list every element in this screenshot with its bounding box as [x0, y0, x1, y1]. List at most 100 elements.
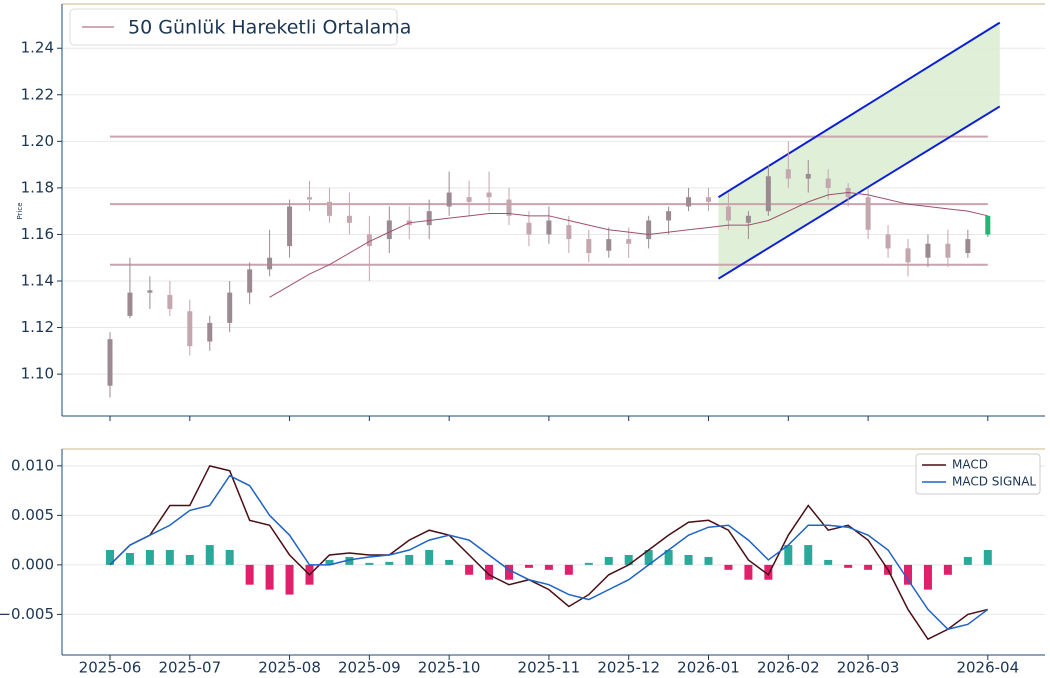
histogram-bar [923, 564, 932, 590]
legend-box [915, 453, 1041, 495]
histogram-bar [664, 550, 673, 565]
y-tick-label: 1.24 [21, 39, 54, 57]
candle-body [386, 220, 392, 240]
y-tick-label: 0.010 [11, 456, 54, 474]
histogram-bar [425, 550, 434, 565]
channel-line [717, 105, 1001, 280]
x-tick-label: 2025-09 [338, 659, 401, 677]
histogram-bar [644, 550, 653, 565]
histogram-bar [505, 564, 513, 580]
candle-body [985, 215, 991, 235]
histogram-bar [465, 564, 474, 575]
channel-line [717, 21, 1001, 199]
y-tick-label: 1.18 [21, 178, 54, 196]
macd-line [109, 464, 988, 641]
histogram-bar [983, 550, 992, 565]
histogram-bar [904, 564, 912, 585]
histogram-bar [524, 564, 533, 568]
histogram-bar [145, 550, 154, 565]
candle-body [945, 243, 951, 258]
candle-body [147, 290, 153, 293]
candle-body [187, 311, 193, 347]
y-tick-label: 1.20 [21, 132, 54, 150]
candle-body [745, 215, 751, 223]
x-tick-label: 2025-12 [597, 659, 660, 677]
histogram-bar [943, 564, 952, 575]
candle-body [646, 220, 652, 240]
y-tick-label: 0.000 [11, 555, 54, 573]
candle-body [546, 220, 552, 235]
candle-body [706, 197, 711, 202]
histogram-bar [744, 564, 753, 580]
channel-fill [718, 22, 1000, 279]
x-tick-label: 2025-08 [258, 659, 321, 677]
candle-body [267, 257, 273, 270]
y-tick-label: 0.005 [11, 506, 54, 524]
histogram-bar [485, 564, 494, 580]
candle-body [925, 243, 931, 258]
candle-body [107, 339, 113, 386]
histogram-bar [265, 564, 274, 590]
x-tick-label: 2025-11 [518, 659, 581, 677]
histogram-bar [325, 559, 334, 565]
y-axis-label: Price [16, 202, 24, 219]
histogram-bar [963, 556, 972, 565]
histogram-bar [724, 564, 733, 570]
legend-label: 50 Günlük Hareketli Ortalama [128, 17, 411, 39]
y-tick-label: 1.10 [21, 365, 54, 383]
histogram-bar [365, 562, 374, 565]
histogram-bar [684, 554, 693, 565]
candle-body [626, 239, 632, 244]
x-tick-label: 2026-04 [956, 659, 1019, 677]
histogram-bar [784, 545, 793, 565]
candle-body [127, 292, 133, 316]
histogram-bar [205, 545, 214, 565]
histogram-bar [165, 550, 174, 565]
histogram-bar [245, 564, 254, 585]
histogram-bar [844, 564, 853, 568]
histogram-bar [285, 564, 294, 595]
candle-body [865, 197, 871, 230]
histogram-bar [804, 545, 813, 565]
x-tick-label: 2025-06 [79, 659, 142, 677]
histogram-bar [764, 564, 773, 580]
y-tick-label: 1.12 [21, 318, 54, 336]
histogram-bar [824, 559, 833, 565]
candle-body [426, 211, 432, 226]
candle-body [446, 192, 452, 207]
candle-body [606, 239, 612, 251]
candle-body [466, 197, 472, 202]
candle-body [366, 234, 372, 247]
histogram-bar [624, 554, 633, 565]
candle-body [307, 197, 312, 200]
histogram-bar [564, 564, 573, 575]
y-tick-label: 1.16 [21, 225, 54, 243]
candle-body [526, 222, 532, 235]
y-tick-label: 1.14 [21, 271, 54, 289]
candle-body [506, 199, 512, 216]
x-tick-label: 2025-07 [158, 659, 221, 677]
candle-body [825, 178, 831, 188]
histogram-bar [125, 552, 134, 565]
candle-body [346, 215, 352, 223]
legend-label: MACD [952, 458, 988, 472]
histogram-bar [544, 564, 553, 570]
candle-body [167, 294, 173, 309]
histogram-bar [445, 559, 454, 565]
candle-body [785, 169, 791, 179]
candle-body [227, 292, 233, 323]
legend-box [69, 8, 398, 46]
histogram-bar [704, 556, 713, 565]
histogram-bar [405, 554, 414, 565]
candle-body [885, 234, 891, 249]
x-tick-label: 2025-10 [418, 659, 481, 677]
y-tick-label: −0.005 [0, 605, 54, 623]
candle-body [566, 225, 572, 240]
y-tick-label: 1.22 [21, 85, 54, 103]
histogram-bar [185, 554, 194, 565]
moving-average [269, 192, 988, 298]
x-tick-label: 2026-03 [837, 659, 900, 677]
candle-body [725, 206, 731, 221]
